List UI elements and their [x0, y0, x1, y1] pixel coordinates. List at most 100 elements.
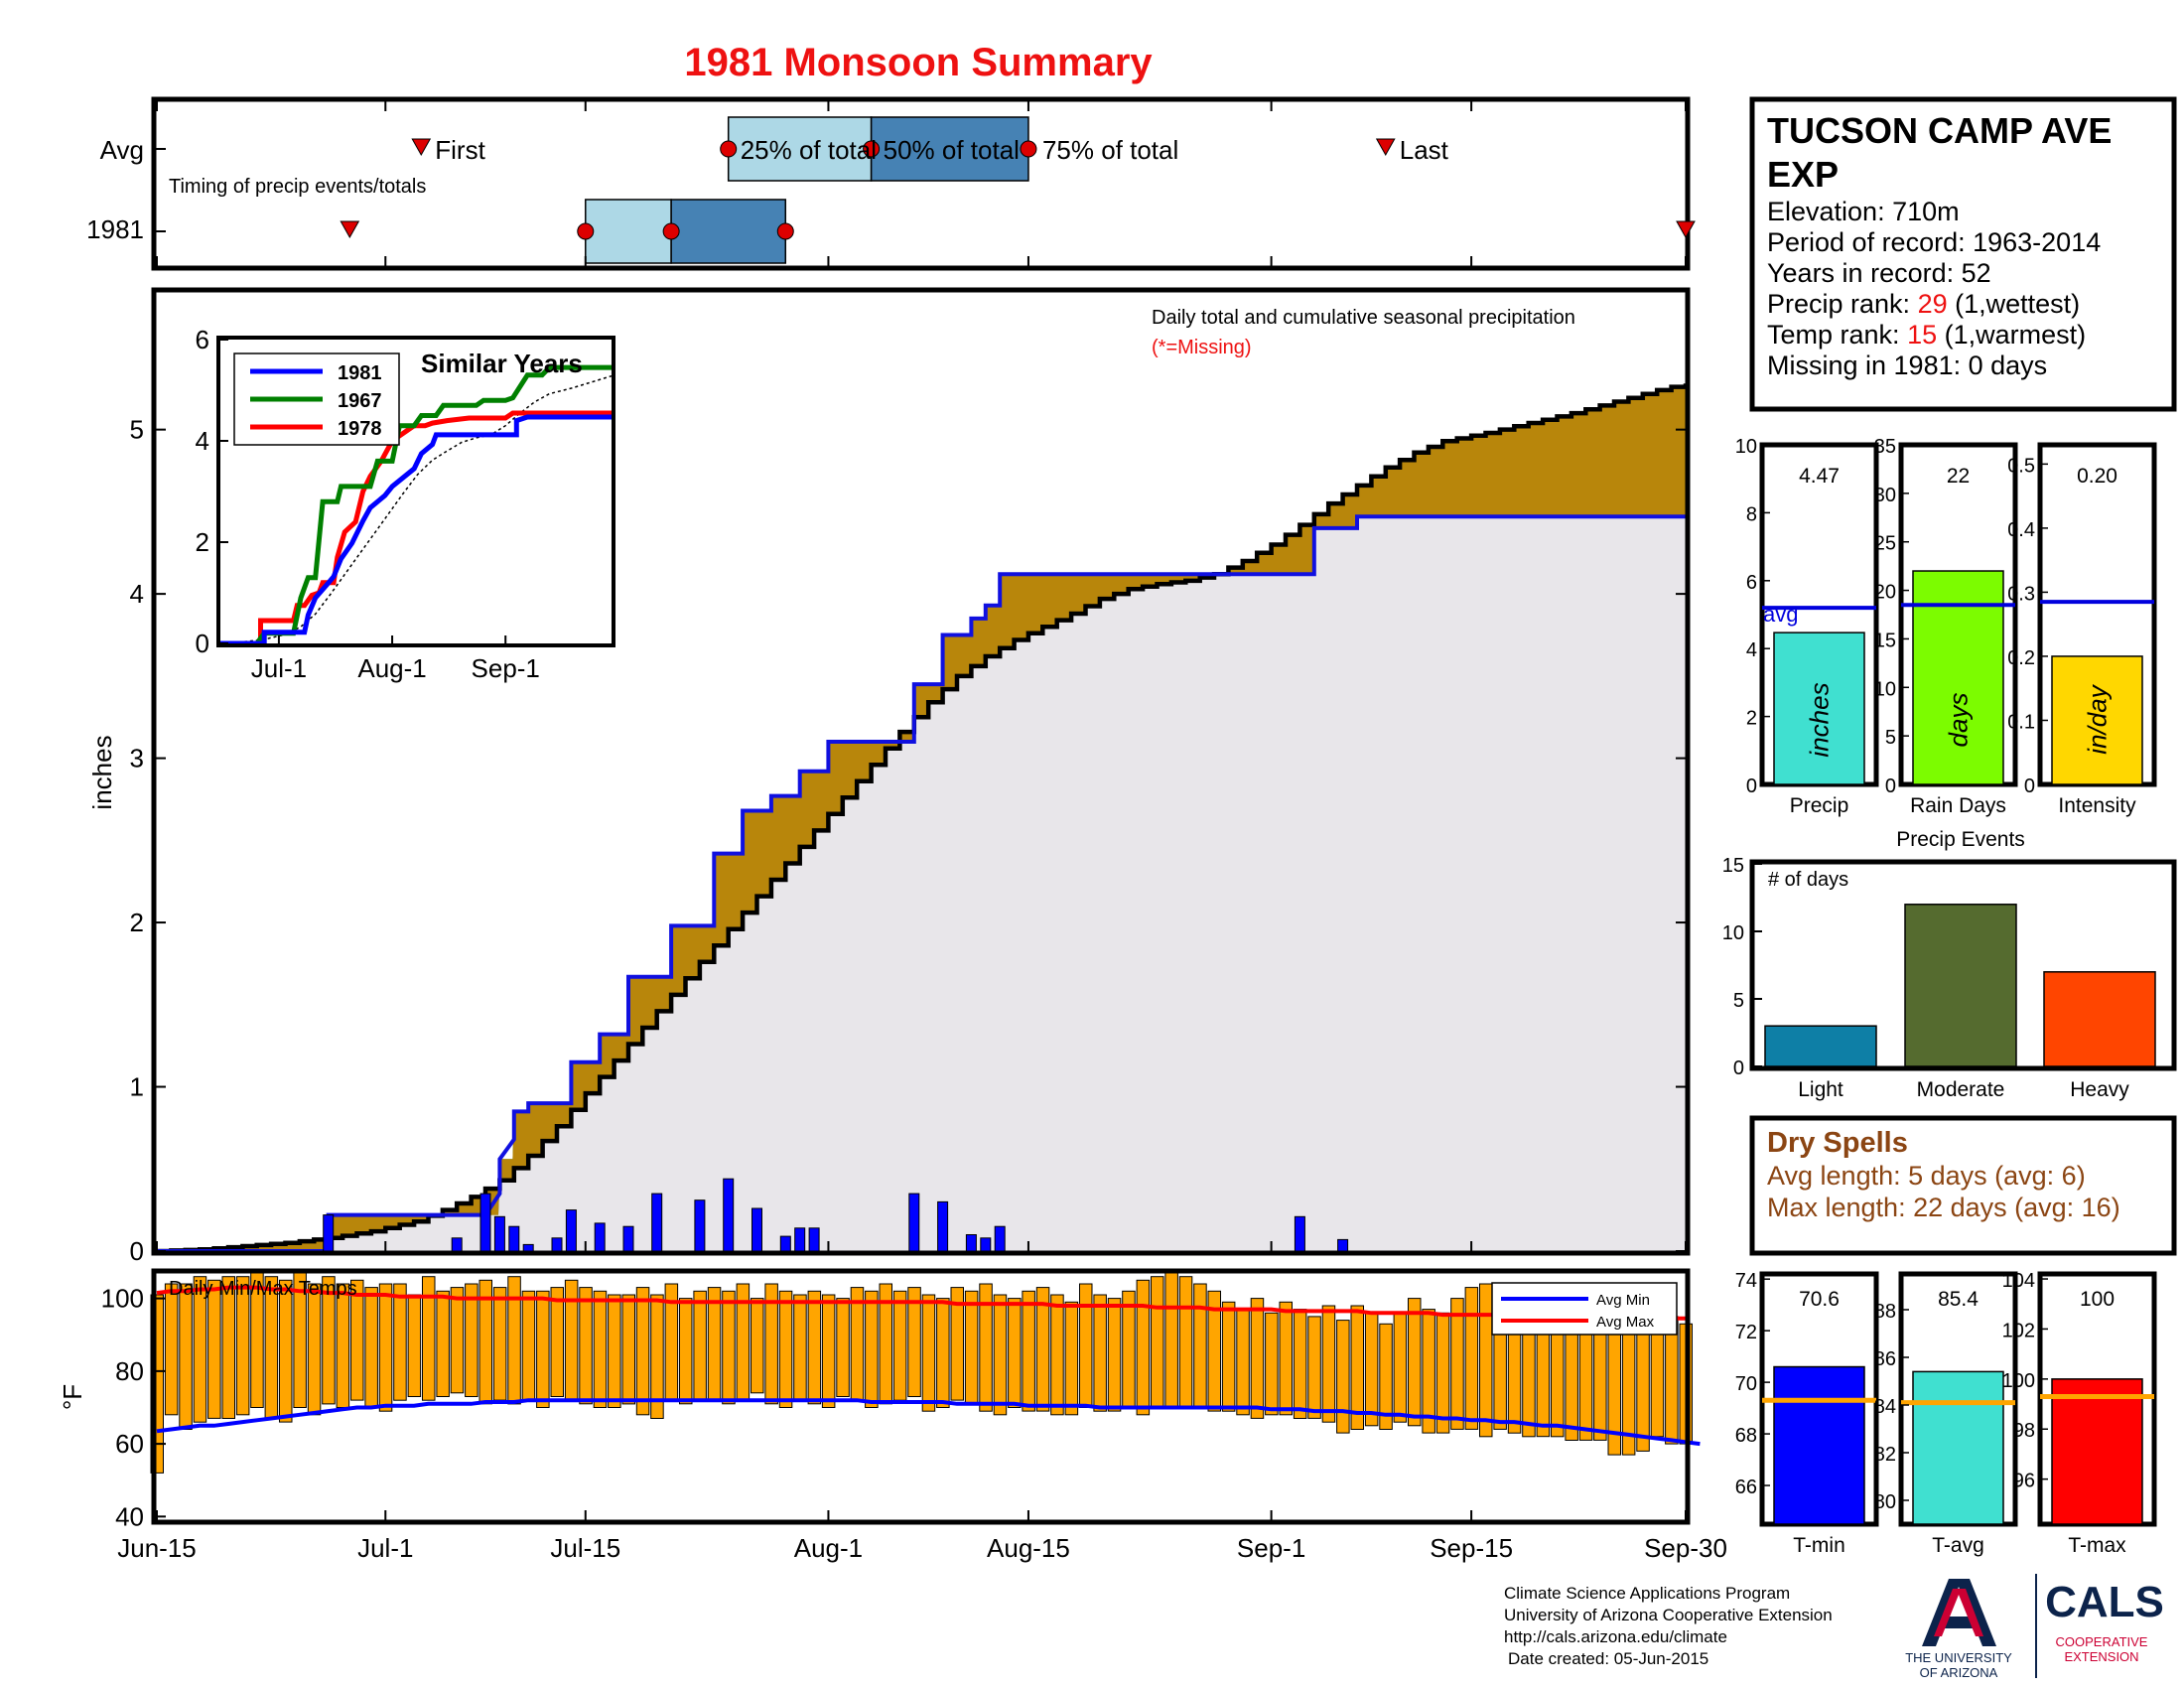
daily-temp-range-bar: [193, 1276, 207, 1423]
daily-temp-range-bar: [521, 1290, 536, 1401]
station-info-frame: [1749, 96, 2177, 412]
precip-events-y-tick-label: 0: [1733, 1057, 1744, 1079]
inset-layer: 0 2 4 6 Jul-1 Aug-1 Sep-1: [196, 325, 613, 683]
daily-precip-bar: [1294, 1215, 1305, 1252]
summary-y-tick-label: 35: [1874, 436, 1896, 458]
summary-value-0: 4.47: [1799, 465, 1840, 488]
timing-subtitle: Timing of precip events/totals: [169, 176, 426, 198]
main-chart-ylabel: inches: [87, 735, 117, 809]
daily-temp-range-bar: [179, 1283, 193, 1430]
daily-temp-range-bar: [1250, 1298, 1265, 1419]
station-precip-rank: Precip rank: 29 (1,wettest): [1767, 289, 2080, 319]
precip-events-inner-label: # of days: [1768, 869, 1848, 891]
footer-line2: University of Arizona Cooperative Extens…: [1504, 1606, 1833, 1624]
daily-temp-range-bar: [892, 1290, 907, 1401]
precip-events-frame: [1749, 859, 2177, 1071]
daily-precip-bar: [794, 1227, 806, 1252]
temp-summary-y-tick-label: 102: [2002, 1320, 2035, 1341]
daily-temp-range-bar: [1079, 1283, 1093, 1408]
daily-temp-range-bar: [921, 1294, 936, 1412]
temp-summary-value-2: 100: [2080, 1288, 2115, 1311]
timing-25-label: 25% of total: [741, 135, 877, 165]
daily-temp-range-bar: [1050, 1294, 1064, 1416]
daily-temp-range-bar: [1164, 1272, 1178, 1408]
daily-temp-range-bar: [336, 1283, 350, 1408]
daily-temp-range-bar: [1379, 1323, 1393, 1431]
main-y-tick-label: 4: [130, 579, 144, 609]
daily-temp-range-bar: [1435, 1312, 1450, 1434]
timing-50-label: 50% of total: [884, 135, 1020, 165]
daily-temp-range-bar: [279, 1279, 293, 1423]
precip-events-title: Precip Events: [1896, 828, 2025, 851]
temp-summary-y-tick-label: 66: [1735, 1477, 1757, 1498]
timing-first-last-marker-year: [1676, 220, 1696, 239]
daily-temp-range-bar: [1093, 1294, 1107, 1412]
daily-precip-bar: [508, 1225, 520, 1252]
daily-temp-range-bar: [793, 1294, 807, 1401]
daily-temp-range-bar: [1350, 1305, 1364, 1430]
daily-temp-range-bar: [1265, 1312, 1279, 1416]
temps-y-tick-label: 60: [115, 1429, 144, 1459]
footer-line4: Date created: 05-Jun-2015: [1508, 1649, 1708, 1668]
temp-summary-y-tick-label: 104: [2002, 1270, 2035, 1292]
timing-first-label: First: [435, 135, 485, 165]
daily-temp-range-bar: [1151, 1276, 1164, 1408]
station-temp-rank: Temp rank: 15 (1,warmest): [1767, 320, 2086, 350]
figure-title: 1981 Monsoon Summary: [684, 41, 1153, 84]
inset-legend-label-1978: 1978: [338, 418, 382, 440]
timing-quantile-marker-avg: [863, 140, 881, 158]
summary-y-tick-label: 25: [1874, 533, 1896, 555]
daily-precip-bar: [937, 1200, 949, 1252]
precip-events-chart: Precip Events Light Moderate Heavy 0 5 10 15 #…: [1722, 828, 2177, 1101]
main-chart-caption: Daily total and cumulative seasonal prec…: [1152, 307, 1575, 329]
daily-temps-chart: 40 60 80 100 Daily Min/Max Temps °F Avg Min…: [58, 1268, 1727, 1563]
temps-y-tick-label: 80: [115, 1356, 144, 1386]
timing-first-last-marker-avg: [1375, 138, 1396, 157]
daily-temp-range-bar: [707, 1287, 722, 1401]
daily-temp-range-bar: [1279, 1301, 1293, 1416]
temp-summary-bar-2: [2051, 1378, 2143, 1525]
precip-rank-note: (1,wettest): [1948, 289, 2081, 319]
date-axis-label: Sep-30: [1644, 1533, 1727, 1563]
daily-temp-range-bar: [407, 1294, 422, 1397]
temp-summary-y-tick-label: 82: [1874, 1444, 1896, 1466]
temp-summary-label-0: T-min: [1793, 1534, 1845, 1557]
ua-logo-text1: THE UNIVERSITY: [1905, 1650, 2012, 1665]
daily-temp-range-bar: [907, 1287, 921, 1397]
daily-temp-range-bar: [507, 1276, 521, 1405]
inset-average-line: [219, 374, 613, 644]
daily-precip-bar: [694, 1199, 706, 1252]
average-cumulative-line: [157, 383, 1689, 1254]
cumulative-precip-chart: Daily total and cumulative seasonal prec…: [87, 287, 1691, 1266]
temp-summary-bars: 70.6 T-min 66 68 70 72 74 85.4 T-avg 80 82 84 86 88 10…: [1735, 1270, 2157, 1557]
station-years: Years in record: 52: [1767, 258, 1991, 288]
timing-first-last-marker-year: [340, 220, 360, 239]
temp-summary-y-tick-label: 74: [1735, 1270, 1757, 1292]
summary-y-tick-label: 15: [1874, 630, 1896, 651]
daily-temp-range-bar: [322, 1276, 336, 1405]
daily-temp-range-bar: [378, 1283, 393, 1412]
daily-precip-bar: [594, 1222, 606, 1252]
daily-temp-range-bar: [1008, 1298, 1022, 1408]
summary-y-tick-label: 20: [1874, 582, 1896, 604]
daily-temp-range-bar: [393, 1283, 407, 1401]
summary-unit-0: inches: [1805, 682, 1835, 757]
daily-temp-range-bar: [1136, 1279, 1151, 1416]
timing-box-50-75-year: [670, 199, 787, 264]
daily-temp-range-bar: [1422, 1309, 1435, 1434]
summary-y-tick-label: 0.4: [2007, 519, 2035, 541]
daily-temp-range-bar: [1236, 1309, 1250, 1416]
daily-temp-range-bar: [608, 1294, 621, 1408]
inset-x-tick-label: Jul-1: [251, 653, 307, 683]
daily-temp-range-bar: [1364, 1312, 1379, 1427]
daily-temp-range-bar: [235, 1276, 250, 1416]
inset-y-tick-label: 6: [196, 325, 209, 354]
footer-line3: http://cals.arizona.edu/climate: [1504, 1627, 1727, 1646]
inset-x-tick-label: Sep-1: [472, 653, 540, 683]
timing-box-25-50-year: [585, 199, 672, 264]
daily-precip-bar: [1337, 1238, 1349, 1252]
summary-y-tick-label: 4: [1746, 639, 1757, 661]
precip-events-layer: Light Moderate Heavy 0 5 10 15: [1722, 855, 2156, 1101]
date-axis-label: Sep-15: [1430, 1533, 1513, 1563]
summary-y-tick-label: 0: [1746, 775, 1757, 797]
